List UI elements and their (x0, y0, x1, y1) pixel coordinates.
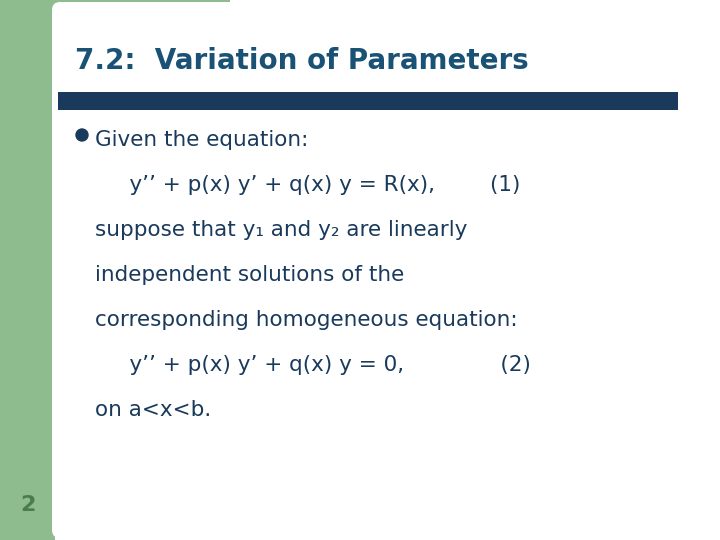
Bar (0, 0, 55, 540)
Text: corresponding homogeneous equation:: corresponding homogeneous equation: (95, 310, 518, 330)
Text: suppose that y₁ and y₂ are linearly: suppose that y₁ and y₂ are linearly (95, 220, 467, 240)
Text: 2: 2 (20, 495, 36, 515)
Text: y’’ + p(x) y’ + q(x) y = 0,              (2): y’’ + p(x) y’ + q(x) y = 0, (2) (95, 355, 531, 375)
FancyBboxPatch shape (52, 2, 718, 538)
Text: y’’ + p(x) y’ + q(x) y = R(x),        (1): y’’ + p(x) y’ + q(x) y = R(x), (1) (95, 175, 521, 195)
Text: 7.2:  Variation of Parameters: 7.2: Variation of Parameters (75, 47, 528, 75)
Bar (58, 92, 678, 110)
Text: on a<x<b.: on a<x<b. (95, 400, 211, 420)
Text: Given the equation:: Given the equation: (95, 130, 308, 150)
Circle shape (76, 129, 88, 141)
Bar (0, 0, 230, 110)
Text: independent solutions of the: independent solutions of the (95, 265, 404, 285)
